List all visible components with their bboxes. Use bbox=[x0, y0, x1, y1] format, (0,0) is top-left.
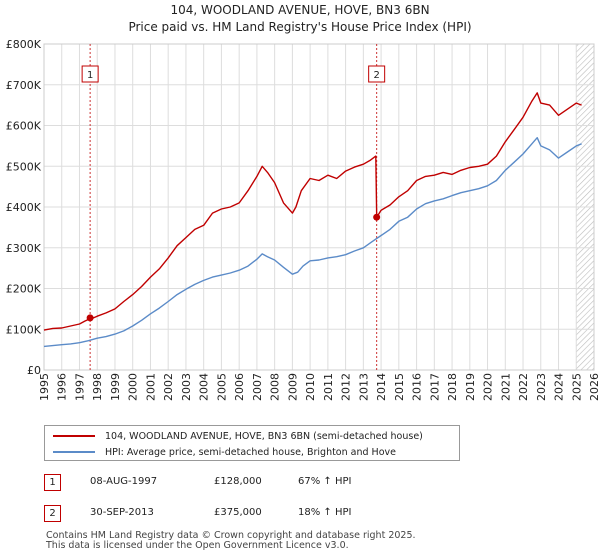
y-tick-label: £700K bbox=[6, 79, 42, 92]
y-tick-label: £400K bbox=[6, 201, 42, 214]
legend-item-hpi: HPI: Average price, semi-detached house,… bbox=[53, 444, 396, 460]
sale-point bbox=[86, 314, 94, 322]
x-tick-label: 2001 bbox=[144, 373, 157, 401]
x-tick-label: 2026 bbox=[588, 373, 600, 401]
transaction-number: 1 bbox=[44, 474, 61, 491]
x-tick-label: 2016 bbox=[411, 373, 424, 401]
x-tick-label: 2020 bbox=[482, 373, 495, 401]
marker-label-box bbox=[81, 65, 99, 83]
y-tick-label: £300K bbox=[6, 242, 42, 255]
transaction-hpi: 67% ↑ HPI bbox=[298, 476, 352, 487]
x-tick-label: 2002 bbox=[162, 373, 175, 401]
x-tick-label: 2017 bbox=[428, 373, 441, 401]
sale-point bbox=[373, 213, 381, 221]
x-tick-label: 2018 bbox=[446, 373, 459, 401]
series-line-property bbox=[43, 92, 582, 331]
x-tick-label: 2012 bbox=[340, 373, 353, 401]
legend-swatch-property bbox=[53, 435, 95, 437]
transaction-price: £375,000 bbox=[214, 507, 262, 518]
x-tick-label: 1999 bbox=[109, 373, 122, 401]
x-tick-label: 2015 bbox=[393, 373, 406, 401]
x-tick-label: 2003 bbox=[180, 373, 193, 401]
footer-licence: This data is licensed under the Open Gov… bbox=[46, 540, 349, 551]
y-tick-label: £200K bbox=[6, 283, 42, 296]
x-tick-label: 1997 bbox=[73, 373, 86, 401]
x-tick-label: 2004 bbox=[198, 373, 211, 401]
x-tick-label: 2025 bbox=[570, 373, 583, 401]
marker-label: 2 bbox=[373, 70, 379, 81]
footer: Contains HM Land Registry data © Crown c… bbox=[46, 531, 416, 551]
marker-label: 1 bbox=[87, 70, 93, 81]
transaction-price: £128,000 bbox=[214, 476, 262, 487]
x-tick-label: 2023 bbox=[535, 373, 548, 401]
x-tick-label: 2008 bbox=[269, 373, 282, 401]
transaction-hpi: 18% ↑ HPI bbox=[298, 507, 352, 518]
y-tick-label: £100K bbox=[6, 323, 42, 336]
x-tick-label: 2000 bbox=[127, 373, 140, 401]
footer-copyright: Contains HM Land Registry data © Crown c… bbox=[46, 530, 416, 541]
x-tick-label: 2006 bbox=[233, 373, 246, 401]
legend-swatch-hpi bbox=[53, 451, 95, 453]
transaction-number: 2 bbox=[44, 505, 61, 522]
legend-label-hpi: HPI: Average price, semi-detached house,… bbox=[105, 446, 396, 458]
legend-label-property: 104, WOODLAND AVENUE, HOVE, BN3 6BN (sem… bbox=[105, 430, 423, 442]
transaction-date: 08-AUG-1997 bbox=[90, 476, 158, 487]
x-tick-label: 2014 bbox=[375, 373, 388, 401]
legend: 104, WOODLAND AVENUE, HOVE, BN3 6BN (sem… bbox=[44, 425, 460, 461]
legend-item-property: 104, WOODLAND AVENUE, HOVE, BN3 6BN (sem… bbox=[53, 428, 423, 444]
y-tick-label: £500K bbox=[6, 160, 42, 173]
x-tick-label: 2009 bbox=[286, 373, 299, 401]
chart-title: 104, WOODLAND AVENUE, HOVE, BN3 6BN bbox=[170, 3, 429, 17]
marker-label-box bbox=[368, 65, 386, 83]
x-tick-label: 1995 bbox=[38, 373, 51, 401]
x-tick-label: 1998 bbox=[91, 373, 104, 401]
chart: 104, WOODLAND AVENUE, HOVE, BN3 6BN Pric… bbox=[6, 3, 600, 401]
x-tick-label: 1996 bbox=[56, 373, 69, 401]
x-tick-label: 2019 bbox=[464, 373, 477, 401]
x-tick-label: 2021 bbox=[499, 373, 512, 401]
plot-frame bbox=[43, 43, 595, 371]
x-tick-label: 2010 bbox=[304, 373, 317, 401]
y-tick-label: £800K bbox=[6, 38, 42, 51]
x-tick-label: 2005 bbox=[215, 373, 228, 401]
x-tick-label: 2007 bbox=[251, 373, 264, 401]
x-tick-label: 2013 bbox=[357, 373, 370, 401]
y-tick-label: £600K bbox=[6, 120, 42, 133]
series-line-hpi bbox=[43, 136, 582, 348]
chart-subtitle: Price paid vs. HM Land Registry's House … bbox=[128, 20, 471, 34]
y-tick-label: £0 bbox=[27, 364, 41, 377]
x-tick-label: 2022 bbox=[517, 373, 530, 401]
transaction-date: 30-SEP-2013 bbox=[90, 507, 154, 518]
x-tick-label: 2024 bbox=[553, 373, 566, 401]
x-tick-label: 2011 bbox=[322, 373, 335, 401]
